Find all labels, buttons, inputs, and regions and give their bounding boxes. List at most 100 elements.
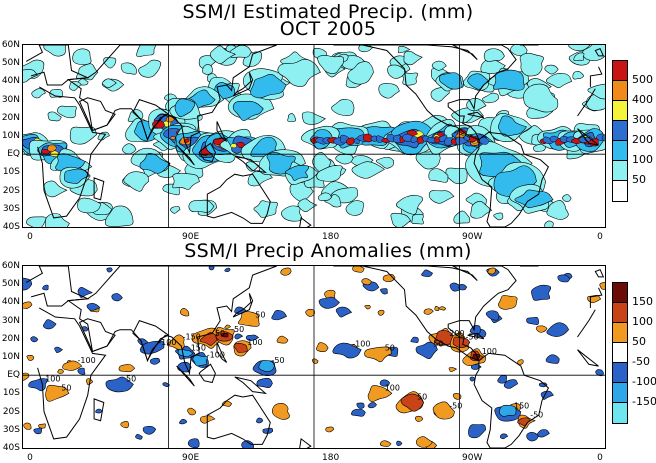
lat-tick-label: 10N xyxy=(1,131,20,141)
anomaly-contour xyxy=(271,310,288,321)
anomaly-contour xyxy=(396,440,403,446)
lon-tick-label: 90E xyxy=(182,453,200,463)
title-precip-line1: SSM/I Estimated Precip. (mm) xyxy=(182,1,474,23)
lat-tick-label: 40N xyxy=(1,76,20,87)
coastline-india xyxy=(132,98,170,141)
contour-value-label: -100 xyxy=(207,351,225,360)
anomaly-contour xyxy=(351,408,366,417)
precip-contour xyxy=(544,64,559,75)
anomaly-contour xyxy=(545,354,560,364)
anomaly-contour xyxy=(177,348,194,357)
lat-tick-label: 20N xyxy=(1,333,20,344)
anomaly-contour xyxy=(30,336,39,343)
anomaly-contour xyxy=(45,384,70,402)
legend-label: 200 xyxy=(632,133,653,146)
anomaly-contour xyxy=(62,360,83,371)
anomaly-contour xyxy=(335,306,353,318)
anomaly-legend xyxy=(612,282,628,424)
precip-contour xyxy=(64,168,90,184)
precip-contour xyxy=(431,60,447,71)
contour-value-label: -100 xyxy=(352,340,370,349)
coastline-africa xyxy=(37,307,599,440)
itcz-cell xyxy=(455,136,470,146)
contour-value-label: -100 xyxy=(78,356,96,365)
heavy-precip-cell xyxy=(230,143,237,149)
precip-contour xyxy=(347,61,374,85)
anomaly-contour xyxy=(187,438,200,448)
anomaly-contour xyxy=(38,423,46,429)
anomaly-contour xyxy=(106,267,113,273)
coastline-philippines xyxy=(216,342,228,363)
coastline-japan xyxy=(232,293,254,318)
precip-contour xyxy=(562,194,572,202)
precip-contour xyxy=(519,52,544,77)
coastline-seasia1 xyxy=(176,365,195,387)
precip-contour xyxy=(103,57,117,69)
precip-contour xyxy=(331,99,355,116)
anomaly-contour xyxy=(142,425,157,435)
anomaly-contour xyxy=(23,277,33,291)
precip-contour xyxy=(573,52,585,61)
precip-contour xyxy=(101,78,117,88)
lon-tick-label: 0 xyxy=(27,232,33,242)
anomaly-contour xyxy=(179,418,188,425)
legend-swatch xyxy=(613,61,627,81)
anomaly-contour xyxy=(332,342,362,359)
anomaly-contour xyxy=(54,346,63,354)
anomaly-contour xyxy=(526,317,539,325)
legend-swatch xyxy=(613,81,627,101)
anomaly-contour xyxy=(503,379,519,389)
precip-contour xyxy=(57,105,77,119)
lon-tick-label: 90W xyxy=(462,453,483,463)
anomaly-contour xyxy=(258,360,275,372)
anomaly-contour xyxy=(432,401,455,420)
anomaly-contour xyxy=(423,308,434,315)
precip-contour xyxy=(23,69,38,83)
bot-gridlines xyxy=(23,266,605,448)
anomaly-contour xyxy=(120,420,130,429)
coastline-madagascar xyxy=(93,177,105,201)
precip-contour xyxy=(317,55,344,74)
precip-contour xyxy=(387,64,407,79)
coastline-madagascar xyxy=(93,398,105,422)
anomaly-contour xyxy=(458,283,468,291)
anomaly-contour xyxy=(546,322,570,337)
precip-contour xyxy=(312,152,332,173)
anomaly-contour xyxy=(187,407,197,416)
coastline-samerica xyxy=(473,352,550,448)
anomaly-contour xyxy=(208,266,215,271)
precip-contour xyxy=(122,143,137,155)
anomaly-contour xyxy=(220,332,229,338)
anomaly-contour xyxy=(352,266,365,273)
anomaly-contour xyxy=(57,368,65,374)
anomaly-contour xyxy=(448,367,458,372)
anomaly-contour xyxy=(536,325,548,333)
precip-contour xyxy=(77,197,102,214)
precip-contour xyxy=(72,48,92,66)
lat-tick-label: 40S xyxy=(2,222,20,232)
precip-contour xyxy=(375,156,395,169)
contour-value-label: -150 xyxy=(183,332,201,341)
anomaly-contour xyxy=(23,301,33,309)
contour-value-label: 50 xyxy=(417,393,427,402)
anomaly-contour xyxy=(380,288,388,295)
precip-contour xyxy=(174,98,196,118)
coastline-borneo xyxy=(198,142,216,163)
precip-contour xyxy=(43,45,66,57)
precip-contour xyxy=(390,212,412,227)
anomaly-contour xyxy=(439,306,447,311)
legend-label: 500 xyxy=(632,73,653,86)
contour-value-label: 50 xyxy=(126,374,136,383)
lon-tick-label: 90E xyxy=(182,232,200,242)
anomaly-contour xyxy=(180,307,190,317)
anomaly-map: 50 -50 100 -100 150 -150 200 50 -50 100 -100 50 50 -5… xyxy=(22,265,606,449)
anomaly-contour xyxy=(280,267,292,276)
precip-contour xyxy=(492,69,525,91)
lat-tick-label: 30S xyxy=(2,203,20,214)
precip-contour xyxy=(453,210,471,224)
anomaly-contour xyxy=(316,342,329,353)
anomaly-contour xyxy=(43,319,57,330)
precip-contour xyxy=(335,153,354,165)
precip-contour xyxy=(445,167,468,185)
